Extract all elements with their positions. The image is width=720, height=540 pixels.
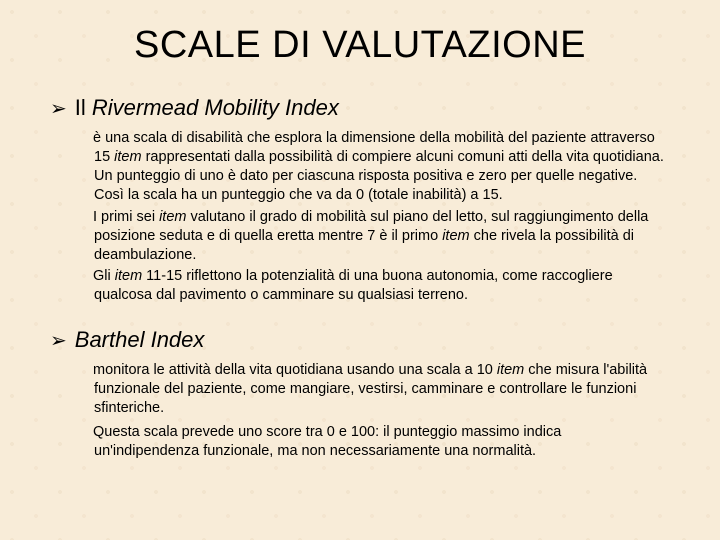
paragraph-text: Gli item 11-15 riflettono la potenzialit… [56,267,670,305]
paragraph: è una scala di disabilità che esplora la… [50,129,670,206]
paragraph-text: monitora le attività della vita quotidia… [56,361,670,418]
section-heading-row: ➢ Il Rivermead Mobility Index [50,95,670,121]
paragraph: I primi sei item valutano il grado di mo… [50,208,670,265]
heading-prefix: Il [75,95,92,120]
paragraph-text: Questa scala prevede uno score tra 0 e 1… [56,423,670,461]
bullet-icon: ➢ [50,331,67,351]
section-heading: Il Rivermead Mobility Index [75,95,339,121]
slide-title: SCALE DI VALUTAZIONE [50,24,670,67]
paragraph-text: è una scala di disabilità che esplora la… [56,129,670,206]
paragraph-text: I primi sei item valutano il grado di mo… [56,208,670,265]
paragraph: Gli item 11-15 riflettono la potenzialit… [50,267,670,305]
heading-italic: Rivermead Mobility Index [92,95,339,120]
section-heading: Barthel Index [75,327,205,353]
heading-italic: Barthel Index [75,327,205,352]
paragraph: monitora le attività della vita quotidia… [50,361,670,418]
paragraph: Questa scala prevede uno score tra 0 e 1… [50,423,670,461]
section-heading-row: ➢ Barthel Index [50,327,670,353]
slide-container: SCALE DI VALUTAZIONE ➢ Il Rivermead Mobi… [0,0,720,540]
bullet-icon: ➢ [50,99,67,119]
